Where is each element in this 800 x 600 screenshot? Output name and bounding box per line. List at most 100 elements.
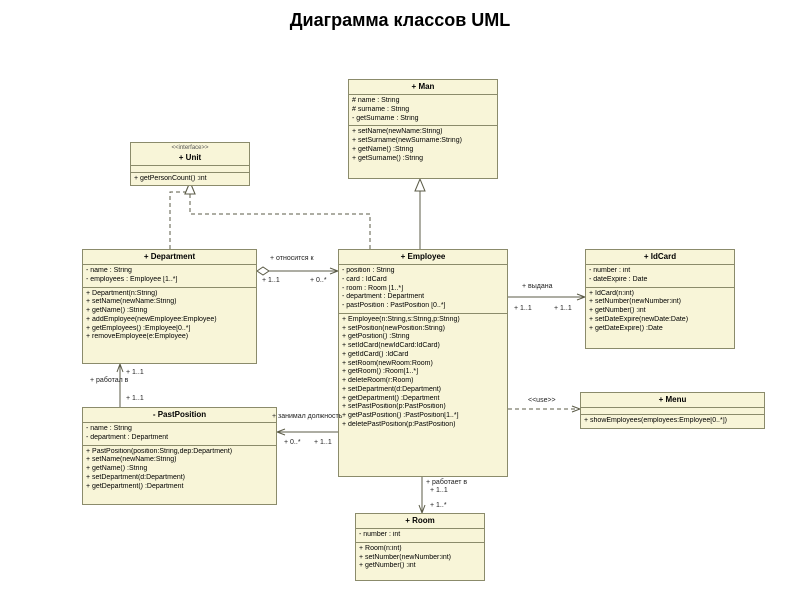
- op-row: + getRoom() :Room[1..*]: [342, 368, 504, 377]
- multiplicity-label: + 1..1: [126, 369, 144, 376]
- class-head: + Employee: [339, 250, 507, 265]
- class-employee: + Employee - position : String- card : Id…: [338, 249, 508, 477]
- attr-row: - name : String: [86, 267, 253, 276]
- class-man: + Man # name : String# surname : String- …: [348, 79, 498, 179]
- op-row: + deletePastPosition(p:PastPosition): [342, 421, 504, 430]
- attr-row: - dateExpire : Date: [589, 276, 731, 285]
- op-row: + setNumber(newNumber:int): [359, 554, 481, 563]
- class-name: + IdCard: [588, 252, 732, 262]
- attr-row: - position : String: [342, 267, 504, 276]
- multiplicity-label: + 0..*: [284, 439, 301, 446]
- op-row: + setDateExpire(newDate:Date): [589, 316, 731, 325]
- class-head: + Department: [83, 250, 256, 265]
- attr-row: - name : String: [86, 425, 273, 434]
- op-row: + setName(newName:String): [86, 298, 253, 307]
- multiplicity-label: + 1..1: [430, 487, 448, 494]
- class-attrs: - position : String- card : IdCard- room…: [339, 265, 507, 314]
- op-row: + getPosition() :String: [342, 333, 504, 342]
- class-name: + Employee: [341, 252, 505, 262]
- op-row: + getPersonCount() :int: [134, 175, 246, 184]
- edge-label: <<use>>: [528, 397, 556, 404]
- class-name: + Department: [85, 252, 254, 262]
- attr-row: # name : String: [352, 97, 494, 106]
- class-head: - PastPosition: [83, 408, 276, 423]
- attr-row: - number : int: [359, 531, 481, 540]
- op-row: + removeEmployee(e:Employee): [86, 333, 253, 342]
- class-attrs: # name : String# surname : String- getSu…: [349, 95, 497, 126]
- multiplicity-label: + 0..*: [310, 277, 327, 284]
- op-row: + Employee(n:String,s:String,p:String): [342, 316, 504, 325]
- op-row: + getPastPosition() :PastPosition[1..*]: [342, 412, 504, 421]
- class-name: - PastPosition: [85, 410, 274, 420]
- op-row: + PastPosition(position:String,dep:Depar…: [86, 448, 273, 457]
- op-row: + showEmployees(employees:Employee[0..*]…: [584, 417, 761, 426]
- op-row: + getNumber() :int: [589, 307, 731, 316]
- multiplicity-label: + 1..1: [126, 395, 144, 402]
- class-room: + Room - number : int + Room(n:int)+ setNu…: [355, 513, 485, 581]
- attr-row: - department : Department: [342, 293, 504, 302]
- op-row: + Department(n:String): [86, 290, 253, 299]
- op-row: + setName(newName:String): [86, 456, 273, 465]
- op-row: + setSurname(newSurname:String): [352, 137, 494, 146]
- class-name: + Room: [358, 516, 482, 526]
- attr-row: - number : int: [589, 267, 731, 276]
- class-head: + IdCard: [586, 250, 734, 265]
- class-ops: + setName(newName:String)+ setSurname(ne…: [349, 126, 497, 165]
- op-row: + setPastPosition(p:PastPosition): [342, 403, 504, 412]
- class-ops: + Department(n:String)+ setName(newName:…: [83, 288, 256, 345]
- attr-row: - pastPosition : PastPosition [0..*]: [342, 302, 504, 311]
- class-unit: <<interface>>+ Unit + getPersonCount() :i…: [130, 142, 250, 186]
- class-attrs: - name : String- department : Department: [83, 423, 276, 446]
- class-name: + Unit: [133, 153, 247, 163]
- class-head: + Man: [349, 80, 497, 95]
- class-pastposition: - PastPosition - name : String- departmen…: [82, 407, 277, 505]
- multiplicity-label: + 1..1: [514, 305, 532, 312]
- op-row: + getSurname() :String: [352, 155, 494, 164]
- edge-label: + относится к: [270, 255, 314, 262]
- op-row: + IdCard(n:int): [589, 290, 731, 299]
- op-row: + addEmployee(newEmployee:Employee): [86, 316, 253, 325]
- op-row: + getNumber() :int: [359, 562, 481, 571]
- class-name: + Man: [351, 82, 495, 92]
- op-row: + setNumber(newNumber:int): [589, 298, 731, 307]
- class-ops: + showEmployees(employees:Employee[0..*]…: [581, 415, 764, 428]
- attr-row: - card : IdCard: [342, 276, 504, 285]
- class-attrs: - name : String- employees : Employee [1…: [83, 265, 256, 288]
- edge-label: + выдана: [522, 283, 553, 290]
- attr-row: - room : Room [1..*]: [342, 285, 504, 294]
- op-row: + setIdCard(newIdCard:IdCard): [342, 342, 504, 351]
- diagram-canvas: <<interface>>+ Unit + getPersonCount() :i…: [0, 37, 800, 597]
- class-attrs: - number : int- dateExpire : Date: [586, 265, 734, 288]
- edge-label: + работает в: [426, 479, 467, 486]
- op-row: + getDepartment() :Department: [342, 395, 504, 404]
- class-name: + Menu: [583, 395, 762, 405]
- op-row: + deleteRoom(r:Room): [342, 377, 504, 386]
- attr-row: - employees : Employee [1..*]: [86, 276, 253, 285]
- op-row: + Room(n:int): [359, 545, 481, 554]
- class-ops: + getPersonCount() :int: [131, 173, 249, 186]
- op-row: + getName() :String: [86, 307, 253, 316]
- multiplicity-label: + 1..*: [430, 502, 447, 509]
- op-row: + getDateExpire() :Date: [589, 325, 731, 334]
- op-row: + setDepartment(d:Department): [86, 474, 273, 483]
- attr-row: - getSurname : String: [352, 115, 494, 124]
- op-row: + setName(newName:String): [352, 128, 494, 137]
- class-department: + Department - name : String- employees :…: [82, 249, 257, 364]
- class-attrs: - number : int: [356, 529, 484, 543]
- class-head: <<interface>>+ Unit: [131, 143, 249, 166]
- attr-row: # surname : String: [352, 106, 494, 115]
- multiplicity-label: + 1..1: [554, 305, 572, 312]
- op-row: + getIdCard() :IdCard: [342, 351, 504, 360]
- op-row: + getName() :String: [352, 146, 494, 155]
- class-idcard: + IdCard - number : int- dateExpire : Dat…: [585, 249, 735, 349]
- op-row: + setRoom(newRoom:Room): [342, 360, 504, 369]
- class-ops: + IdCard(n:int)+ setNumber(newNumber:int…: [586, 288, 734, 336]
- multiplicity-label: + 1..1: [314, 439, 332, 446]
- op-row: + setPosition(newPosition:String): [342, 325, 504, 334]
- class-ops: + Room(n:int)+ setNumber(newNumber:int)+…: [356, 543, 484, 573]
- class-head: + Menu: [581, 393, 764, 408]
- class-ops: + Employee(n:String,s:String,p:String)+ …: [339, 314, 507, 432]
- class-ops: + PastPosition(position:String,dep:Depar…: [83, 446, 276, 494]
- class-menu: + Menu + showEmployees(employees:Employee…: [580, 392, 765, 429]
- op-row: + getDepartment() :Department: [86, 483, 273, 492]
